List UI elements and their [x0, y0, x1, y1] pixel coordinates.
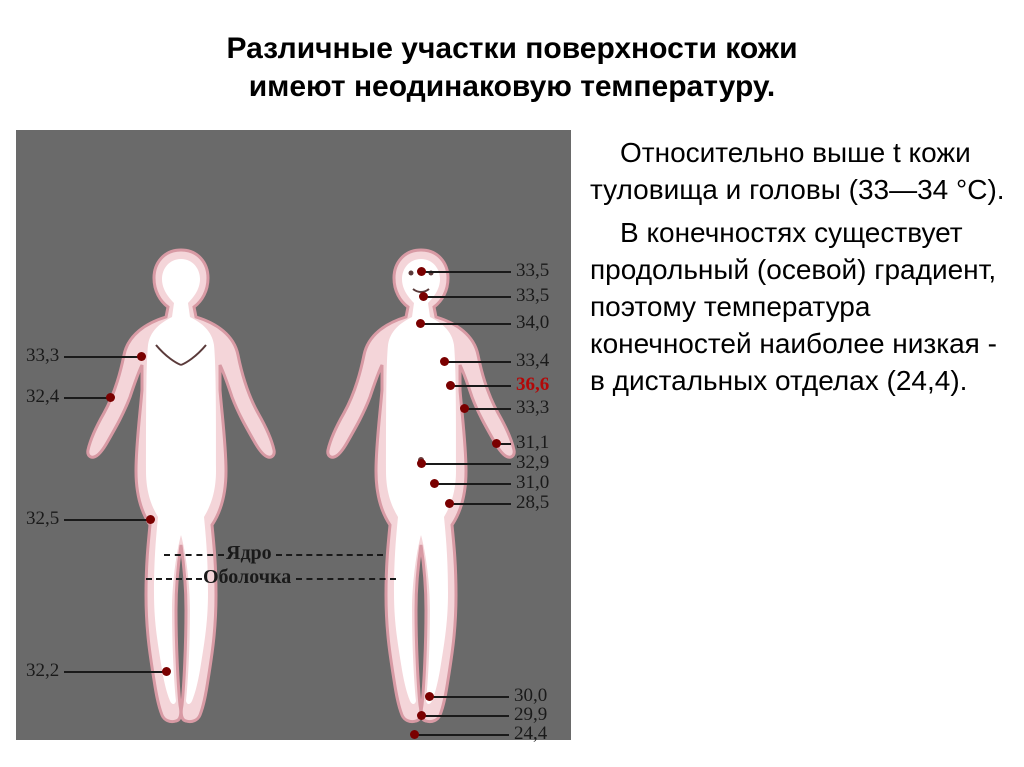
- title-line-1: Различные участки поверхности кожи: [226, 32, 797, 65]
- leader-line: [423, 296, 511, 298]
- temp-dot: [425, 692, 434, 701]
- temp-dot: [492, 439, 501, 448]
- paragraph-1: Относительно выше t кожи туловища и голо…: [590, 135, 1010, 209]
- temp-dot: [416, 319, 425, 328]
- temp-value: 31,1: [516, 432, 549, 454]
- title-line-2: имеют неодинаковую температуру.: [249, 70, 776, 103]
- leader-line: [421, 271, 511, 273]
- temp-value: 33,5: [516, 285, 549, 307]
- temp-dot: [137, 352, 146, 361]
- leader-line: [449, 503, 511, 505]
- temp-value: 32,4: [26, 386, 59, 408]
- temp-dot: [417, 459, 426, 468]
- dash-leader: [296, 578, 396, 580]
- leader-line: [64, 671, 164, 673]
- temp-value: 34,0: [516, 312, 549, 334]
- temp-dot: [417, 267, 426, 276]
- anatomy-figure: Ядро Оболочка 33,3 32,4 32,5 32,2 33,5 33,5 34…: [16, 130, 571, 740]
- temp-value: 33,4: [516, 350, 549, 372]
- temp-dot: [419, 292, 428, 301]
- leader-line: [444, 361, 511, 363]
- body-front: [316, 245, 526, 725]
- temp-value: 32,2: [26, 660, 59, 682]
- dash-leader: [146, 578, 202, 580]
- temp-value: 32,9: [516, 452, 549, 474]
- dash-leader: [164, 554, 224, 556]
- leader-line: [421, 715, 509, 717]
- leader-line: [64, 356, 139, 358]
- leader-line: [434, 483, 511, 485]
- leader-line: [450, 385, 511, 387]
- page-title: Различные участки поверхности кожи имеют…: [100, 30, 924, 105]
- leader-line: [414, 734, 509, 736]
- temp-value: 36,6: [516, 374, 549, 396]
- temp-value: 33,5: [516, 260, 549, 282]
- temp-dot: [440, 357, 449, 366]
- leader-line: [421, 463, 511, 465]
- temp-value: 24,4: [514, 723, 547, 745]
- paragraph-2: В конечностях существует продольный (осе…: [590, 215, 1010, 400]
- temp-dot: [410, 730, 419, 739]
- body-back: [76, 245, 286, 725]
- temp-dot: [162, 667, 171, 676]
- temp-dot: [446, 381, 455, 390]
- temp-dot: [106, 393, 115, 402]
- temp-value: 33,3: [516, 397, 549, 419]
- temp-dot: [460, 404, 469, 413]
- temp-dot: [445, 499, 454, 508]
- leader-line: [429, 696, 509, 698]
- temp-dot: [146, 515, 155, 524]
- leader-line: [64, 397, 108, 399]
- leader-line: [420, 323, 511, 325]
- leader-line: [464, 408, 511, 410]
- body-text: Относительно выше t кожи туловища и голо…: [590, 135, 1010, 406]
- core-label: Ядро: [226, 542, 272, 565]
- temp-dot: [430, 479, 439, 488]
- temp-value: 32,5: [26, 508, 59, 530]
- dash-leader: [276, 554, 383, 556]
- leader-line: [64, 519, 148, 521]
- temp-value: 28,5: [516, 492, 549, 514]
- temp-value: 31,0: [516, 472, 549, 494]
- temp-dot: [417, 711, 426, 720]
- shell-label: Оболочка: [203, 566, 291, 589]
- temp-value: 33,3: [26, 345, 59, 367]
